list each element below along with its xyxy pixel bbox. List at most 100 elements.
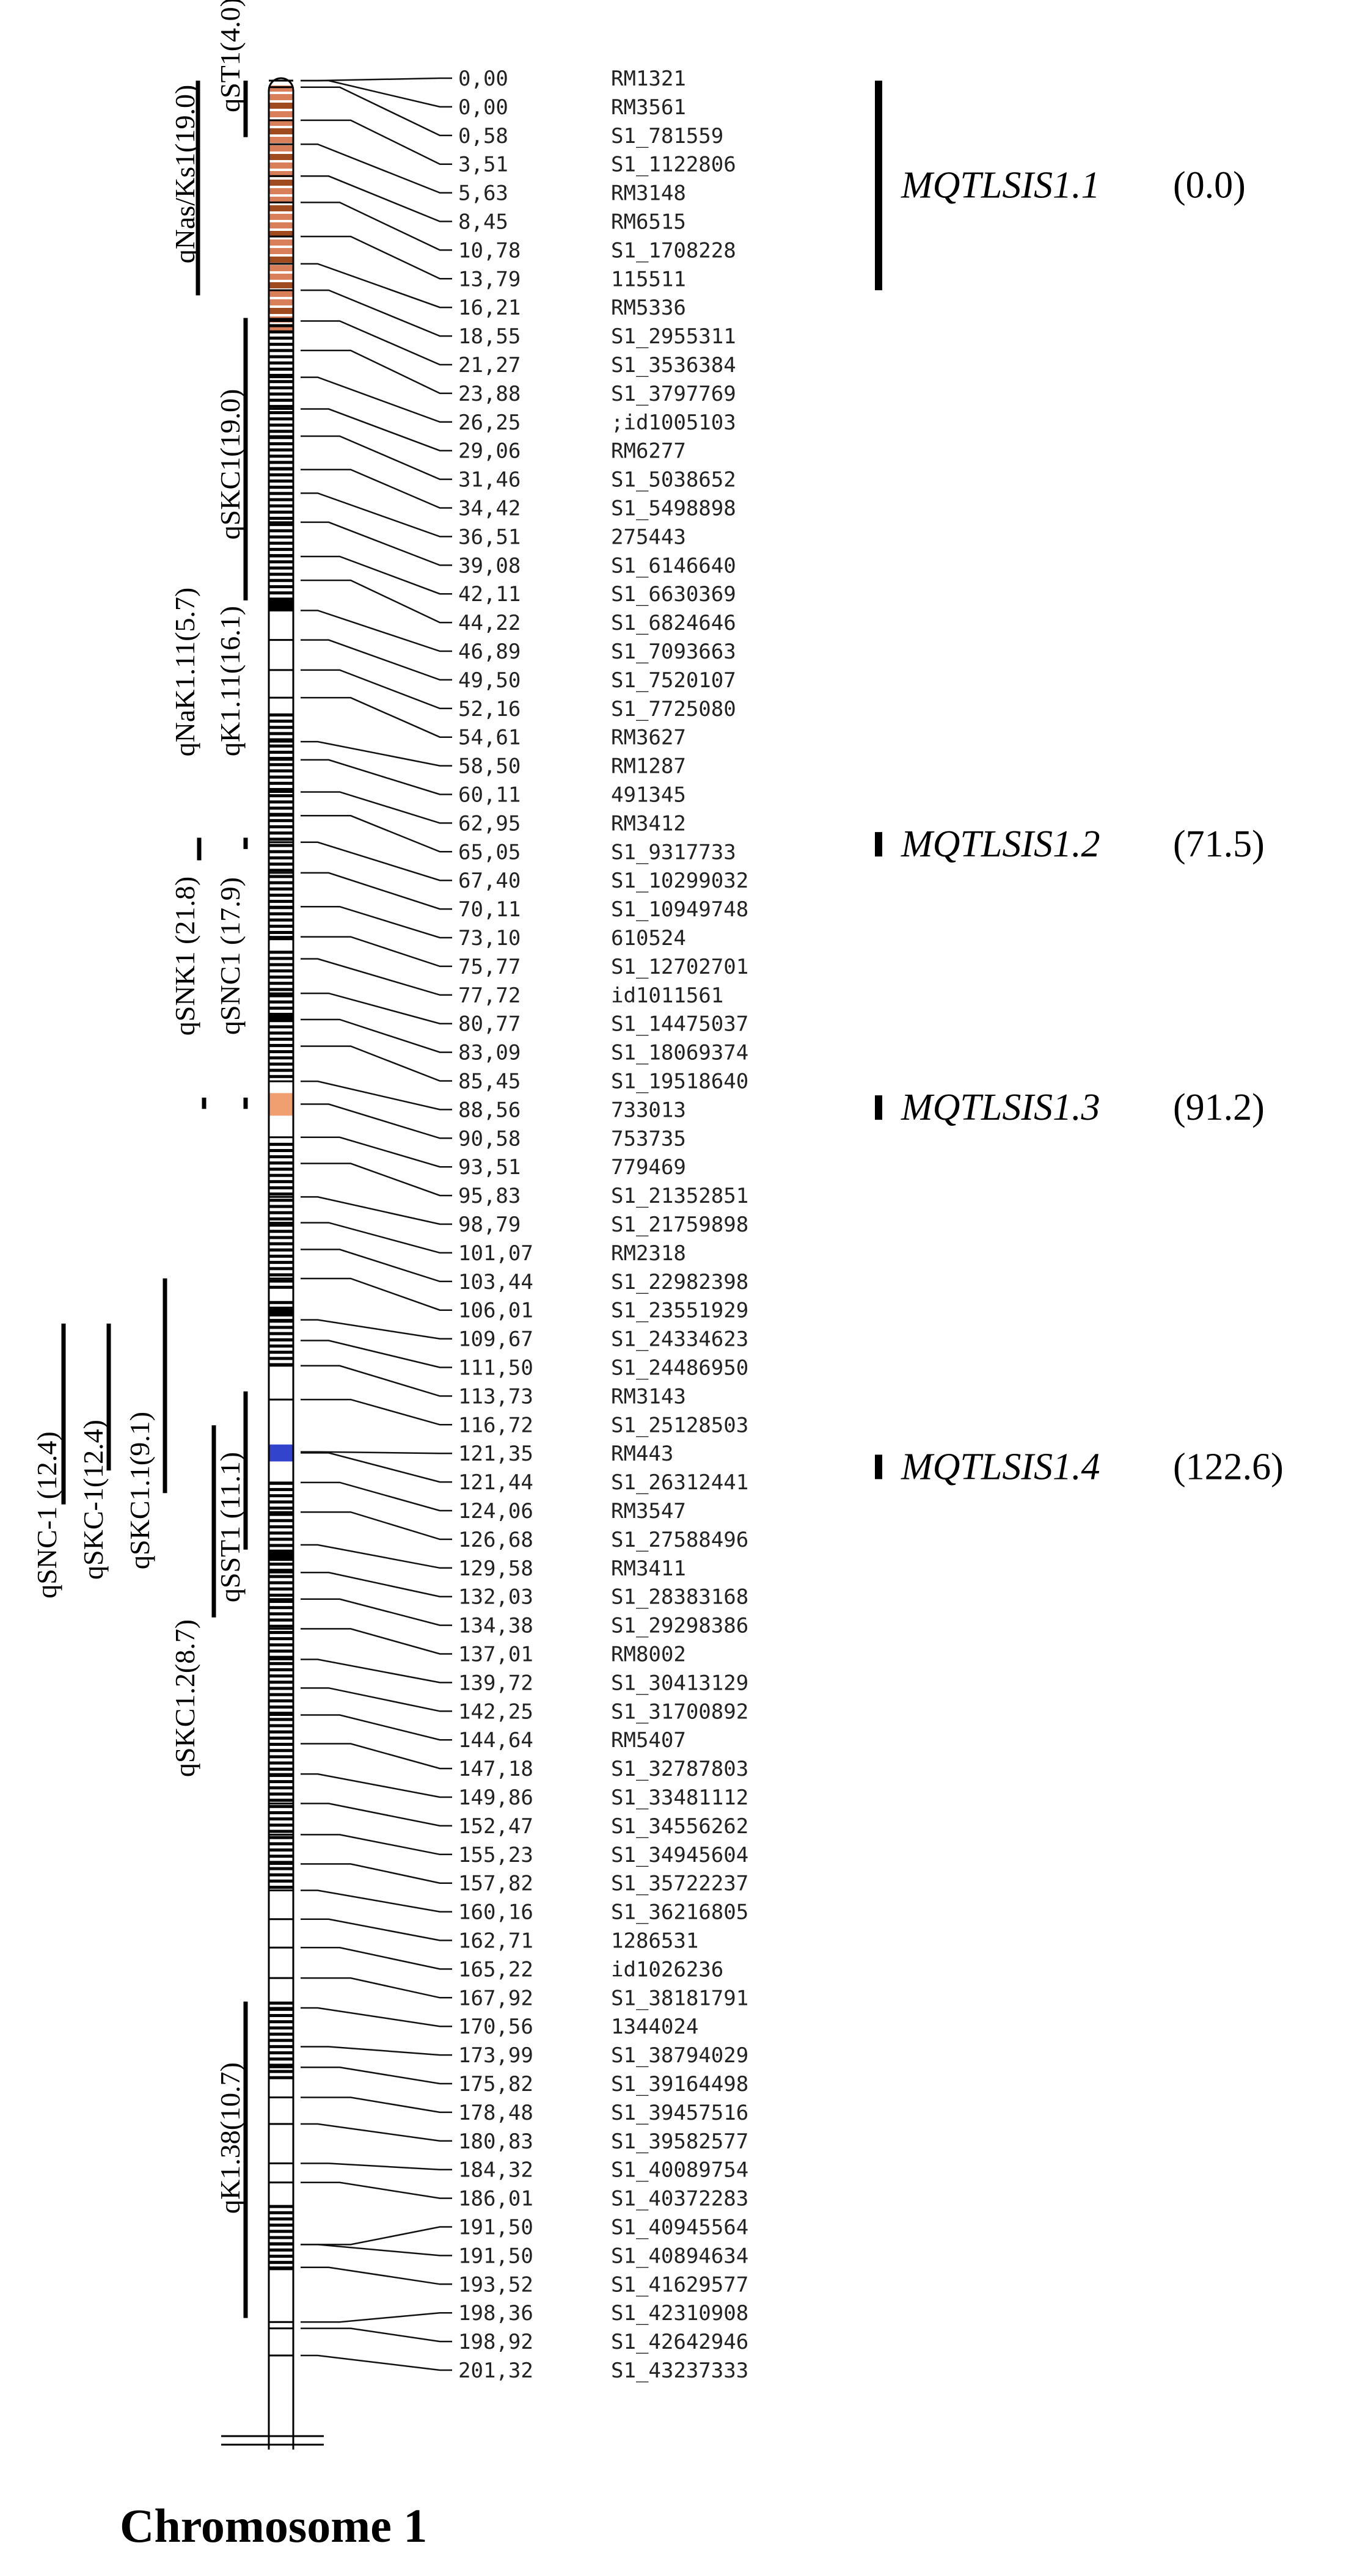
qtl-band bbox=[269, 111, 293, 117]
qtl-annotation: qSKC1.2(8.7) bbox=[169, 1425, 216, 1777]
marker-name: RM3411 bbox=[611, 1556, 686, 1581]
density-band bbox=[269, 781, 293, 785]
marker-name: RM5336 bbox=[611, 296, 686, 320]
marker-name: RM5407 bbox=[611, 1728, 686, 1753]
marker-position: 42,11 bbox=[458, 582, 521, 607]
marker-connector bbox=[301, 1222, 452, 1254]
density-band bbox=[269, 517, 293, 520]
mqtl-annotation: MQTLSIS1.3 (91.2) bbox=[875, 1087, 1265, 1128]
marker-position: 198,36 bbox=[458, 2301, 533, 2326]
solid-band bbox=[269, 598, 293, 611]
density-band bbox=[269, 856, 293, 859]
chromosome-bands bbox=[269, 78, 293, 2357]
marker-name: S1_22982398 bbox=[611, 1270, 748, 1294]
marker-position: 34,42 bbox=[458, 497, 521, 521]
density-band bbox=[269, 1662, 293, 1665]
density-band bbox=[269, 713, 293, 717]
density-band bbox=[269, 318, 293, 321]
marker-position: 60,11 bbox=[458, 783, 521, 808]
marker-labels: 0,00 RM1321 0,00 RM3561 0,58 S1_781559 3,51 S1_… bbox=[458, 67, 748, 2383]
density-band bbox=[269, 1612, 293, 1616]
marker-connector bbox=[301, 1045, 452, 1082]
marker-position: 160,16 bbox=[458, 1900, 533, 1925]
density-band bbox=[269, 1056, 293, 1060]
marker-name: S1_24486950 bbox=[611, 1356, 748, 1381]
density-band bbox=[269, 498, 293, 502]
qtl-annotation: qSNC1 (17.9) bbox=[214, 877, 248, 1109]
density-band bbox=[269, 336, 293, 340]
qtl-label: qK1.11(16.1) bbox=[214, 606, 246, 756]
marker-name: 491345 bbox=[611, 783, 686, 808]
marker-name: S1_25128503 bbox=[611, 1413, 748, 1437]
mqtl-name: MQTLSIS1.3 bbox=[901, 1087, 1100, 1128]
qtl-band bbox=[269, 128, 293, 134]
density-band bbox=[269, 1792, 293, 1796]
marker-name: S1_40089754 bbox=[611, 2158, 748, 2183]
marker-name: RM6515 bbox=[611, 210, 686, 235]
marker-connector bbox=[301, 2266, 452, 2285]
density-band bbox=[269, 1186, 293, 1190]
marker-position: 21,27 bbox=[458, 353, 521, 378]
marker-connector bbox=[301, 992, 452, 1024]
marker-position: 193,52 bbox=[458, 2272, 533, 2297]
marker-connector bbox=[301, 1544, 452, 1569]
chromosome-outline bbox=[221, 77, 324, 2450]
marker-position: 167,92 bbox=[458, 1986, 533, 2010]
density-band bbox=[269, 2070, 293, 2073]
mqtl-annotations: MQTLSIS1.1 (0.0)MQTLSIS1.2 (71.5)MQTLSIS1.… bbox=[875, 81, 1284, 1487]
density-band bbox=[269, 2236, 293, 2239]
density-band bbox=[269, 1500, 293, 1504]
marker-position: 16,21 bbox=[458, 296, 521, 320]
density-band bbox=[269, 1581, 293, 1585]
marker-name: S1_7725080 bbox=[611, 697, 736, 721]
marker-connector bbox=[301, 1365, 452, 1397]
marker-connector bbox=[301, 235, 452, 280]
density-band bbox=[269, 1587, 293, 1591]
marker-connector bbox=[301, 1103, 452, 1139]
qtl-band bbox=[269, 214, 293, 220]
marker-connector bbox=[301, 1773, 452, 1798]
marker-name: 753735 bbox=[611, 1126, 686, 1151]
density-band bbox=[269, 417, 293, 421]
density-band bbox=[269, 1531, 293, 1535]
marker-name: S1_6146640 bbox=[611, 553, 736, 578]
density-band bbox=[269, 2001, 293, 2005]
marker-name: S1_3536384 bbox=[611, 353, 736, 378]
density-band bbox=[269, 404, 293, 408]
density-band bbox=[269, 1743, 293, 1746]
marker-name: RM443 bbox=[611, 1442, 673, 1466]
marker-connector bbox=[301, 1340, 452, 1368]
marker-connector bbox=[301, 1018, 452, 1053]
marker-name: RM2318 bbox=[611, 1241, 686, 1266]
density-band bbox=[269, 1544, 293, 1547]
mqtl-position: (91.2) bbox=[1173, 1087, 1265, 1128]
marker-position: 39,08 bbox=[458, 553, 521, 578]
marker-name: S1_6824646 bbox=[611, 611, 736, 635]
marker-position: 106,01 bbox=[458, 1299, 533, 1323]
density-band bbox=[269, 906, 293, 910]
density-band bbox=[269, 2007, 293, 2011]
marker-name: S1_40372283 bbox=[611, 2187, 748, 2211]
marker-name: S1_29298386 bbox=[611, 1614, 748, 1638]
density-band bbox=[269, 787, 293, 791]
marker-name: S1_42310908 bbox=[611, 2301, 748, 2326]
marker-position: 31,46 bbox=[458, 468, 521, 492]
qtl-band bbox=[269, 282, 293, 288]
density-band bbox=[269, 1025, 293, 1029]
marker-position: 52,16 bbox=[458, 697, 521, 721]
marker-connector bbox=[301, 1743, 452, 1770]
density-band bbox=[269, 1512, 293, 1516]
solid-band bbox=[269, 1013, 293, 1020]
marker-name: S1_21759898 bbox=[611, 1213, 748, 1237]
density-band bbox=[269, 479, 293, 483]
marker-connector bbox=[301, 2354, 452, 2371]
marker-position: 62,95 bbox=[458, 811, 521, 836]
density-band bbox=[269, 1680, 293, 1684]
density-band bbox=[269, 881, 293, 885]
marker-connector bbox=[301, 435, 452, 480]
marker-name: RM6277 bbox=[611, 439, 686, 464]
qtl-band bbox=[269, 239, 293, 246]
density-band bbox=[269, 1481, 293, 1485]
marker-name: 779469 bbox=[611, 1155, 686, 1180]
marker-name: S1_9317733 bbox=[611, 840, 736, 864]
